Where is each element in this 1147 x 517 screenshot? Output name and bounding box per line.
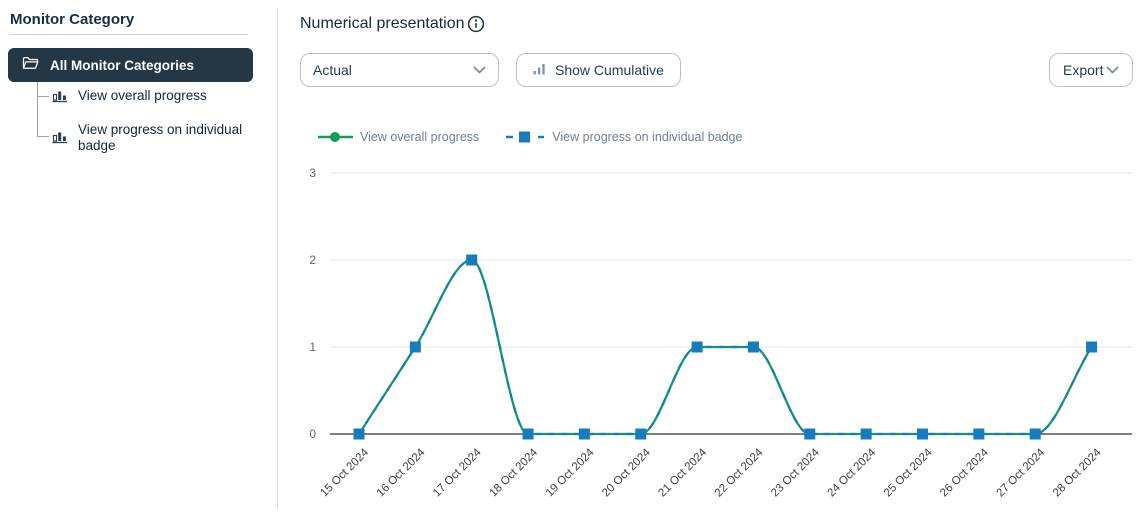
data-point[interactable]	[917, 428, 928, 440]
export-button[interactable]: Export	[1049, 53, 1133, 87]
sidebar-title: Monitor Category	[10, 11, 135, 28]
x-tick-label: 22 Oct 2024	[713, 446, 766, 499]
legend-item-overall-progress[interactable]: View overall progress	[318, 130, 479, 144]
sidebar-item-label: View overall progress	[78, 88, 207, 103]
chevron-down-icon	[473, 62, 486, 78]
tree-connector	[37, 96, 49, 97]
x-tick-label: 27 Oct 2024	[995, 446, 1048, 499]
data-point[interactable]	[1029, 428, 1041, 440]
data-point[interactable]	[1086, 341, 1098, 353]
x-tick-label: 28 Oct 2024	[1051, 446, 1104, 499]
data-point[interactable]	[860, 428, 872, 440]
x-tick-label: 26 Oct 2024	[938, 446, 991, 499]
tree-connector	[37, 136, 49, 137]
data-point[interactable]	[747, 341, 759, 353]
panel-divider	[277, 8, 278, 508]
button-label: Export	[1063, 62, 1104, 78]
button-label: Show Cumulative	[555, 62, 664, 78]
line-chart-svg: 3 2 1 015 Oct 2024 16 Oct 2024 17 Oct 2024 18 …	[309, 166, 1132, 499]
info-icon[interactable]	[467, 15, 485, 38]
bars-icon	[533, 62, 546, 78]
data-point[interactable]	[635, 428, 647, 440]
data-point[interactable]	[691, 341, 703, 353]
legend-line-circle-marker	[318, 132, 353, 142]
sidebar-item-view-overall-progress[interactable]: View overall progress	[52, 88, 246, 108]
x-tick-label: 20 Oct 2024	[600, 446, 653, 499]
data-point[interactable]	[409, 341, 421, 353]
x-tick-label: 18 Oct 2024	[487, 446, 540, 499]
y-tick-label: 2	[309, 253, 316, 267]
x-tick-label: 15 Oct 2024	[318, 446, 371, 499]
data-point[interactable]	[522, 428, 534, 440]
x-tick-label: 16 Oct 2024	[375, 446, 428, 499]
page-title: Numerical presentation	[300, 15, 465, 32]
sidebar-item-label: All Monitor Categories	[50, 57, 195, 73]
chart-legend: View overall progress View progress on i…	[318, 130, 742, 144]
legend-dash-square-marker	[506, 131, 545, 143]
y-tick-label: 1	[309, 340, 316, 354]
sidebar-item-label: View progress on individual badge	[78, 122, 243, 154]
x-tick-label: 25 Oct 2024	[882, 446, 935, 499]
folder-open-icon	[22, 56, 39, 75]
sidebar-title-divider	[10, 34, 248, 35]
legend-label: View overall progress	[360, 130, 480, 144]
bar-chart-icon	[52, 130, 68, 149]
x-tick-label: 21 Oct 2024	[656, 446, 709, 499]
sidebar: Monitor Category All Monitor Categories …	[0, 0, 277, 517]
legend-label: View progress on individual badge	[552, 130, 743, 144]
selected-option-label: Actual	[313, 62, 352, 78]
x-tick-label: 24 Oct 2024	[825, 446, 878, 499]
x-tick-label: 23 Oct 2024	[769, 446, 822, 499]
y-tick-label: 3	[309, 166, 316, 180]
sidebar-item-all-monitor-categories[interactable]: All Monitor Categories	[8, 48, 253, 82]
presentation-mode-select[interactable]: Actual	[300, 53, 499, 87]
data-point[interactable]	[466, 254, 478, 266]
sidebar-item-view-progress-individual-badge[interactable]: View progress on individual badge	[52, 122, 246, 155]
data-point[interactable]	[973, 428, 985, 440]
data-point[interactable]	[578, 428, 590, 440]
y-tick-label: 0	[309, 427, 316, 441]
chevron-down-icon	[1106, 62, 1119, 78]
data-point[interactable]	[353, 428, 365, 440]
x-tick-label: 19 Oct 2024	[544, 446, 597, 499]
tree-connector	[37, 82, 38, 137]
show-cumulative-button[interactable]: Show Cumulative	[516, 53, 681, 87]
line-chart: 3 2 1 0 15 Oct 2024 16 Oct 2024 17 Oct 2024 18 …	[300, 160, 1145, 516]
legend-item-individual-badge[interactable]: View progress on individual badge	[505, 130, 742, 144]
x-tick-label: 17 Oct 2024	[431, 446, 484, 499]
bar-chart-icon	[52, 89, 68, 108]
data-point[interactable]	[804, 428, 816, 440]
